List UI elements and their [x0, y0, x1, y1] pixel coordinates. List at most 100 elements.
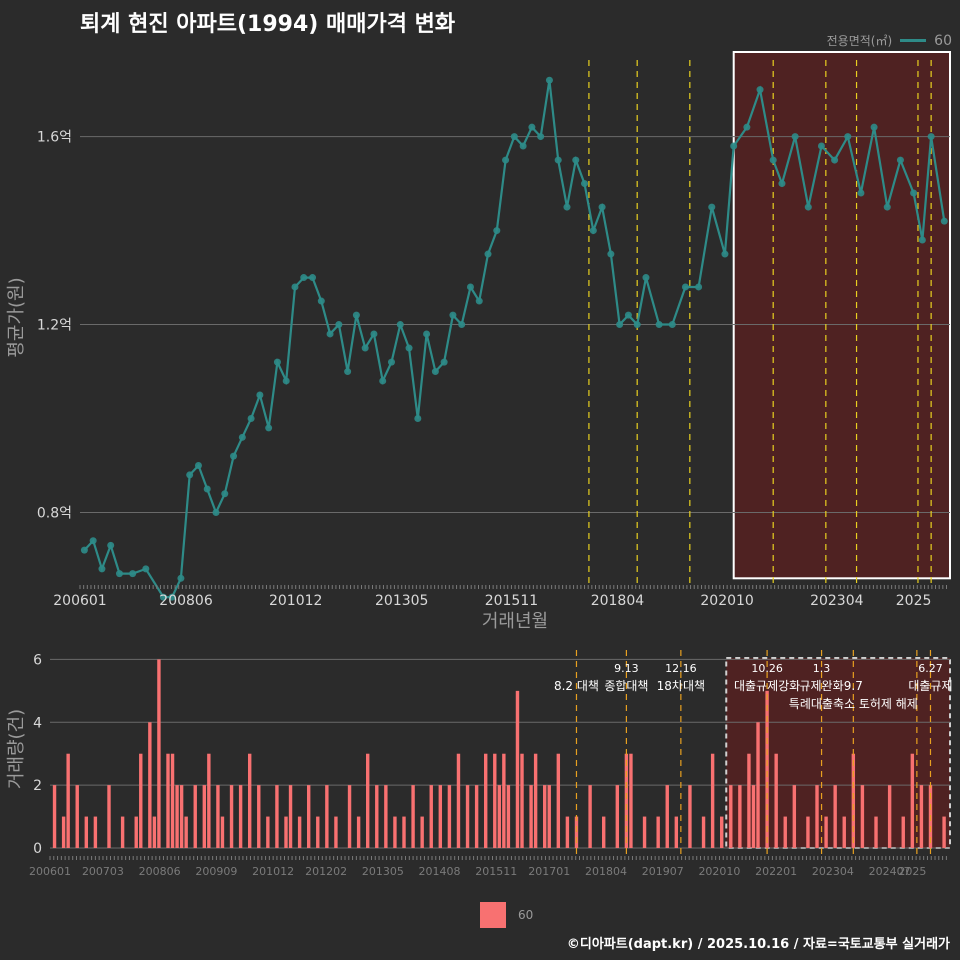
footer-credit: ©디아파트(dapt.kr) / 2025.10.16 / 자료=국토교통부 실…	[566, 937, 950, 952]
price-point	[940, 217, 948, 225]
volume-bar	[288, 785, 293, 848]
price-point	[883, 203, 891, 211]
x-axis-top	[79, 585, 947, 589]
x-tick-label-top: 200806	[159, 593, 213, 609]
x-tick-label-top: 201012	[269, 593, 322, 609]
x-tick-label-bottom: 202304	[812, 865, 854, 878]
legend-bar-swatch	[480, 902, 506, 928]
price-point	[581, 180, 589, 188]
volume-bar	[919, 785, 924, 848]
volume-bar	[238, 785, 243, 848]
x-tick-label-bottom: 201511	[475, 865, 517, 878]
price-point	[396, 321, 404, 329]
volume-bar	[334, 816, 338, 848]
price-point	[265, 424, 273, 432]
volume-bar	[701, 816, 706, 848]
volume-bar	[207, 753, 211, 848]
price-point	[115, 570, 123, 578]
volume-bar	[520, 753, 524, 848]
x-tick-label-top: 201511	[485, 593, 538, 609]
price-point	[695, 283, 703, 291]
price-point	[89, 537, 97, 545]
price-point	[791, 133, 799, 141]
volume-bar	[420, 816, 424, 848]
legend-title: 전용면적(㎡)	[826, 34, 893, 48]
x-tick-label-bottom: 202201	[755, 865, 797, 878]
price-point	[896, 156, 904, 164]
volume-bar	[497, 785, 502, 848]
price-point	[449, 311, 457, 319]
volume-bar	[384, 785, 388, 848]
price-point	[681, 283, 689, 291]
y-tick-label-top: 0.8억	[37, 506, 72, 522]
price-point	[212, 509, 220, 517]
x-tick-label-top: 2025	[896, 593, 932, 609]
price-point	[129, 570, 137, 578]
volume-bar	[229, 785, 234, 848]
volume-bar	[774, 753, 778, 848]
price-point	[309, 274, 317, 282]
price-point	[291, 283, 299, 291]
volume-bar	[783, 816, 787, 848]
price-point	[273, 358, 281, 366]
price-point	[642, 274, 650, 282]
volume-bar	[184, 816, 188, 848]
x-axis-title-top: 거래년월	[482, 611, 548, 632]
annotation-date: 12.16	[665, 662, 697, 675]
volume-bar	[347, 785, 352, 848]
volume-bar	[729, 785, 733, 848]
volume-bar	[887, 785, 892, 848]
annotation-label: 규제완화	[799, 679, 843, 693]
price-point	[607, 250, 615, 258]
price-point	[918, 236, 926, 244]
price-point	[414, 415, 422, 423]
x-tick-label-bottom: 200703	[82, 865, 124, 878]
price-point	[668, 321, 676, 329]
price-point	[502, 156, 510, 164]
volume-bar	[202, 785, 207, 848]
volume-bar	[411, 785, 415, 848]
annotation-label: 특례대출축소 토허제 해제	[789, 697, 918, 711]
volume-bar	[556, 753, 561, 848]
legend-line-swatch	[900, 39, 927, 42]
volume-bar	[84, 816, 89, 848]
volume-bar	[157, 659, 161, 848]
volume-bar	[529, 785, 533, 848]
volume-bar	[851, 753, 856, 848]
volume-bar	[393, 816, 397, 848]
bottom-legend: 60	[480, 902, 533, 928]
price-point	[344, 368, 352, 376]
volume-bar	[674, 816, 679, 848]
price-point	[857, 189, 865, 197]
volume-bar	[874, 816, 878, 848]
annotation-label: 대출규제	[908, 679, 952, 693]
volume-bar	[375, 785, 379, 848]
price-point	[186, 471, 194, 479]
price-point	[493, 227, 501, 235]
price-point	[730, 142, 738, 150]
price-point	[817, 142, 825, 150]
volume-bar	[615, 785, 620, 848]
volume-bar	[815, 785, 819, 848]
price-point	[370, 330, 378, 338]
annotation-date: 1.3	[813, 662, 831, 675]
annotation-label: 18차대책	[657, 678, 705, 693]
volume-bar	[547, 785, 551, 848]
volume-bar	[220, 816, 225, 848]
price-point	[616, 321, 624, 329]
volume-bar	[688, 785, 692, 848]
volume-bar	[456, 753, 461, 848]
x-tick-label-bottom: 201907	[642, 865, 684, 878]
price-point	[282, 377, 290, 385]
volume-bar	[93, 816, 98, 848]
volume-bar	[356, 816, 361, 848]
annotation-label: 대출규제강화	[734, 679, 800, 693]
volume-bar	[107, 785, 111, 848]
volume-bar	[751, 785, 756, 848]
annotation-label: 9.7	[844, 679, 863, 693]
volume-bar	[266, 816, 270, 848]
x-tick-label-bottom: 202407	[869, 865, 911, 878]
volume-bar	[152, 816, 157, 848]
x-tick-label-bottom: 200601	[29, 865, 71, 878]
volume-bar	[533, 753, 538, 848]
